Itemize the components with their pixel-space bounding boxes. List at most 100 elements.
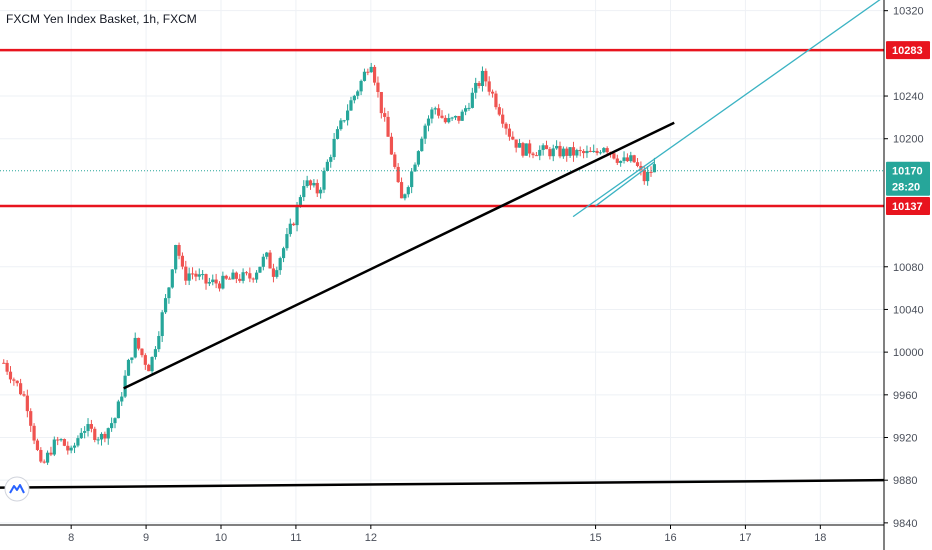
candle-up	[110, 423, 114, 429]
candle-down	[217, 283, 222, 289]
candle-up	[278, 258, 282, 271]
candle-down	[531, 153, 535, 156]
candle-down	[194, 273, 198, 277]
candle-up	[622, 157, 626, 161]
price-axis-bg	[884, 0, 932, 550]
rising-support	[123, 121, 675, 390]
x-tick-label: 16	[664, 532, 676, 544]
candle-down	[588, 150, 592, 152]
candle-up	[83, 431, 87, 433]
candle-down	[487, 81, 491, 92]
candle-up	[305, 180, 309, 187]
candle-up	[349, 100, 353, 111]
channel-line-lower	[595, 161, 655, 207]
candle-down	[379, 91, 383, 114]
candle-down	[625, 157, 630, 162]
candle-up	[551, 148, 555, 157]
candle-down	[635, 162, 640, 166]
candle-up	[433, 108, 437, 110]
candle-down	[244, 272, 249, 274]
candle-up	[356, 91, 360, 96]
candle-down	[268, 252, 272, 269]
price-label: 28:20	[892, 182, 920, 194]
candle-down	[376, 82, 380, 92]
x-tick-label: 18	[814, 532, 826, 544]
candle-up	[72, 445, 77, 448]
candle-up	[298, 197, 303, 206]
candle-down	[565, 148, 569, 156]
price-label: 10137	[892, 201, 923, 213]
candle-up	[474, 82, 478, 93]
candle-up	[467, 107, 471, 109]
chart-title: FXCM Yen Index Basket, 1h, FXCM	[6, 12, 197, 26]
price-label: 10283	[892, 45, 923, 57]
candle-up	[430, 109, 434, 119]
candle-down	[22, 394, 26, 396]
candle-up	[538, 149, 542, 156]
candle-up	[221, 275, 225, 289]
candle-up	[470, 92, 474, 108]
candle-up	[416, 151, 421, 165]
candle-up	[619, 160, 623, 163]
candle-up	[153, 349, 158, 357]
candle-down	[372, 66, 377, 83]
candle-up	[423, 125, 427, 139]
candle-down	[548, 149, 552, 157]
price-label-box	[886, 196, 930, 215]
candle-up	[150, 356, 154, 372]
tradingview-logo[interactable]	[4, 476, 30, 502]
candle-down	[12, 379, 16, 381]
candle-down	[2, 362, 6, 364]
x-tick-label: 15	[589, 532, 601, 544]
candle-up	[281, 248, 286, 259]
candle-up	[420, 138, 424, 152]
candle-up	[160, 312, 164, 337]
candle-up	[211, 279, 215, 283]
candle-down	[271, 268, 276, 277]
candle-down	[605, 148, 609, 153]
candle-down	[42, 461, 46, 463]
candle-down	[396, 166, 400, 183]
x-tick-label: 17	[739, 532, 751, 544]
candle-up	[346, 110, 350, 121]
candle-down	[612, 153, 616, 159]
candle-down	[386, 116, 390, 137]
candle-down	[437, 108, 441, 116]
candle-up	[352, 95, 356, 101]
candle-down	[248, 273, 252, 279]
candle-down	[251, 278, 255, 280]
candle-down	[49, 452, 53, 455]
candle-down	[443, 117, 447, 123]
candle-up	[76, 438, 80, 446]
candle-up	[113, 418, 117, 424]
candle-up	[130, 357, 134, 360]
candle-up	[59, 439, 63, 441]
candle-down	[56, 439, 60, 441]
candle-up	[517, 143, 522, 148]
candle-up	[568, 147, 572, 156]
price-label-layer: 10283 10170 28:20 10137	[886, 41, 930, 215]
candle-down	[204, 274, 208, 284]
price-label-box	[886, 41, 930, 60]
candle-up	[646, 171, 650, 182]
candle-up	[275, 270, 279, 277]
candle-up	[201, 274, 205, 276]
candle-up	[450, 117, 454, 119]
candle-down	[136, 337, 141, 349]
y-tick-label: 10080	[893, 262, 924, 274]
candle-down	[534, 155, 538, 157]
candle-up	[406, 187, 410, 195]
candle-up	[157, 336, 161, 350]
candle-up	[463, 108, 468, 112]
candle-up	[335, 129, 340, 139]
candle-up	[332, 138, 336, 158]
candle-up	[133, 337, 137, 358]
candle-up	[359, 80, 363, 92]
candle-down	[228, 278, 232, 280]
candle-up	[285, 234, 289, 249]
channel-line	[572, 0, 881, 218]
candle-down	[632, 155, 636, 163]
candle-down	[143, 355, 147, 365]
candle-down	[190, 273, 195, 275]
